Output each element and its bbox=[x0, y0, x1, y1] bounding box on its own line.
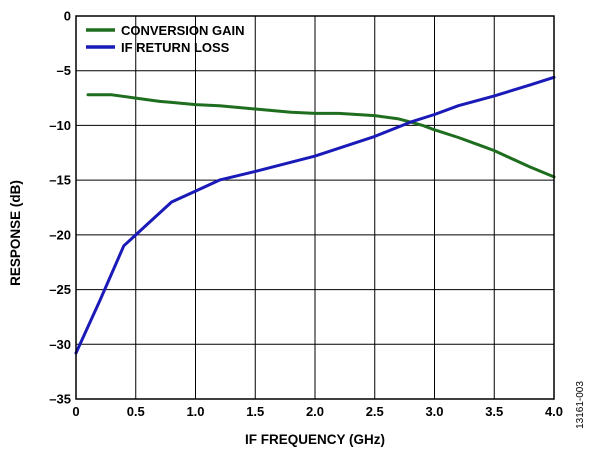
y-tick-label: –5 bbox=[57, 63, 71, 78]
if-return-loss-line bbox=[74, 75, 556, 355]
y-tick-labels: 0 –5 –10 –15 –20 –25 –30 –35 bbox=[49, 9, 71, 407]
legend-label-conversion-gain: CONVERSION GAIN bbox=[121, 23, 245, 38]
y-tick-label: –35 bbox=[49, 392, 71, 407]
x-tick-label: 0 bbox=[72, 404, 79, 419]
x-tick-label: 3.5 bbox=[485, 404, 503, 419]
conversion-gain-line bbox=[86, 93, 556, 179]
plot-frame bbox=[75, 15, 555, 400]
gridlines bbox=[76, 16, 554, 399]
legend: CONVERSION GAIN IF RETURN LOSS bbox=[86, 23, 245, 55]
y-tick-label: –30 bbox=[49, 337, 71, 352]
y-tick-label: –20 bbox=[49, 227, 71, 242]
y-tick-label: –10 bbox=[49, 118, 71, 133]
x-tick-label: 3.0 bbox=[425, 404, 443, 419]
x-tick-labels: 0 0.5 1.0 1.5 2.0 2.5 3.0 3.5 4.0 bbox=[72, 404, 563, 419]
y-tick-label: 0 bbox=[64, 9, 71, 24]
x-tick-label: 4.0 bbox=[545, 404, 563, 419]
x-axis-title: IF FREQUENCY (GHz) bbox=[245, 432, 385, 447]
y-axis-title: RESPONSE (dB) bbox=[8, 180, 23, 286]
figure-id: 13161-003 bbox=[575, 381, 586, 429]
legend-label-if-return-loss: IF RETURN LOSS bbox=[121, 40, 230, 55]
x-tick-label: 0.5 bbox=[127, 404, 145, 419]
series-lines bbox=[74, 75, 556, 355]
x-tick-label: 1.0 bbox=[186, 404, 204, 419]
x-tick-label: 2.5 bbox=[366, 404, 384, 419]
x-tick-label: 1.5 bbox=[246, 404, 264, 419]
y-tick-label: –25 bbox=[49, 282, 71, 297]
y-tick-label: –15 bbox=[49, 173, 71, 188]
x-tick-label: 2.0 bbox=[306, 404, 324, 419]
